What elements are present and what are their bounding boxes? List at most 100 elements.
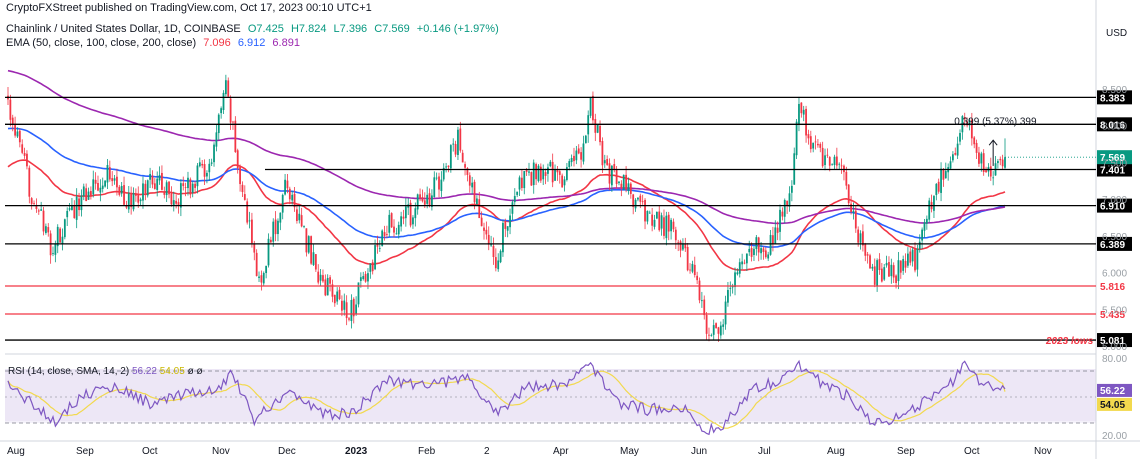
candle-body [127,193,130,210]
candle-body [393,226,395,233]
candle-body [902,259,905,271]
candle-body [561,175,564,188]
candle-body [520,177,523,189]
candle-body [468,175,471,186]
candle-body [44,226,47,233]
rsi-title[interactable]: RSI (14, close, SMA, 14, 2) [8,366,132,377]
ohlc-low: L7.396 [333,23,368,35]
candle-body [999,158,1002,161]
candle-body [210,162,213,164]
candle-body [483,227,485,231]
candle-body [267,238,270,266]
candle-body [421,197,424,202]
candle-body [485,229,488,235]
candle-body [978,152,980,164]
candle-body [272,221,275,242]
candle-body [852,210,855,213]
candle-body [712,325,715,335]
candle-body [35,205,38,209]
candle-body [992,177,995,179]
candle-body [440,179,443,192]
candle-body [859,233,862,243]
candle-body [369,263,372,272]
candle-body [227,80,230,97]
candle-body [187,177,189,189]
candle-body [85,188,88,202]
candle-body [821,147,824,167]
candle-body [608,163,611,184]
rsi-line[interactable] [7,359,1006,436]
candle-body [504,220,507,229]
rsi-value-tag [1097,383,1132,397]
rsi-ma-line[interactable] [7,370,1006,429]
candle-body [492,245,495,258]
y-tick-label: 6.000 [1102,269,1127,280]
candle-body [674,229,677,241]
candle-body [253,243,256,253]
candle-body [61,236,64,244]
candle-body [892,265,895,278]
candle-body [461,152,464,163]
ema-line-200[interactable] [7,69,1006,225]
candle-body [125,206,128,208]
publisher-line: CryptoFXStreet published on TradingView.… [6,2,376,14]
candle-body [819,144,822,148]
candle-body [59,228,61,243]
rsi-value: 56.22 [132,366,160,377]
rsi-value-label: 56.22 [1100,386,1125,397]
candle-body [663,217,665,236]
candle-body [539,166,542,181]
candle-body [466,168,469,175]
candle-body [480,217,483,227]
candle-body [426,194,429,204]
y-tick-label: 7.500 [1102,158,1127,169]
candle-body [895,275,897,283]
candle-body [464,164,466,168]
candle-body [679,241,682,251]
candle-body [767,254,770,259]
candle-body [925,218,928,224]
level-tag [1097,90,1132,105]
level-tag [1097,162,1132,177]
candle-body [21,144,24,153]
y-tick-label: 6.500 [1102,232,1127,243]
candle-body [352,298,355,317]
candle-body [300,215,303,227]
candle-body [511,202,514,214]
candle-body [869,255,871,269]
candle-body [973,137,976,145]
candle-body [196,165,199,187]
candle-body [37,210,40,212]
candle-body [757,237,760,253]
candle-body [845,171,848,186]
publisher-text: CryptoFXStreet published on TradingView.… [6,2,372,14]
ema-label[interactable]: EMA (50, close, 100, close, 200, close) [6,37,197,49]
candle-body [42,210,45,232]
candle-body [137,194,140,203]
candle-body [236,150,239,169]
candle-body [82,186,85,197]
ohlc-high: H7.824 [290,23,327,35]
candle-body [116,176,118,188]
candle-body [388,214,391,233]
symbol-title[interactable]: Chainlink / United States Dollar, 1D, CO… [6,23,241,35]
candle-body [310,236,313,264]
y-tick-label: 7.000 [1102,195,1127,206]
candle-body [790,185,793,193]
candle-body [132,193,135,210]
candle-body [826,154,829,156]
candle-body [433,177,436,197]
candle-body [357,282,360,305]
candle-body [317,271,320,283]
candle-body [390,213,393,228]
ema-line-100[interactable] [7,127,1006,248]
candle-body [288,188,291,200]
candle-body [658,211,661,231]
candle-body [502,222,504,253]
y-tick-label: 8.000 [1102,122,1127,133]
candle-body [594,119,597,133]
candle-body [239,166,241,185]
candle-body [769,234,772,255]
candle-body [431,195,433,207]
